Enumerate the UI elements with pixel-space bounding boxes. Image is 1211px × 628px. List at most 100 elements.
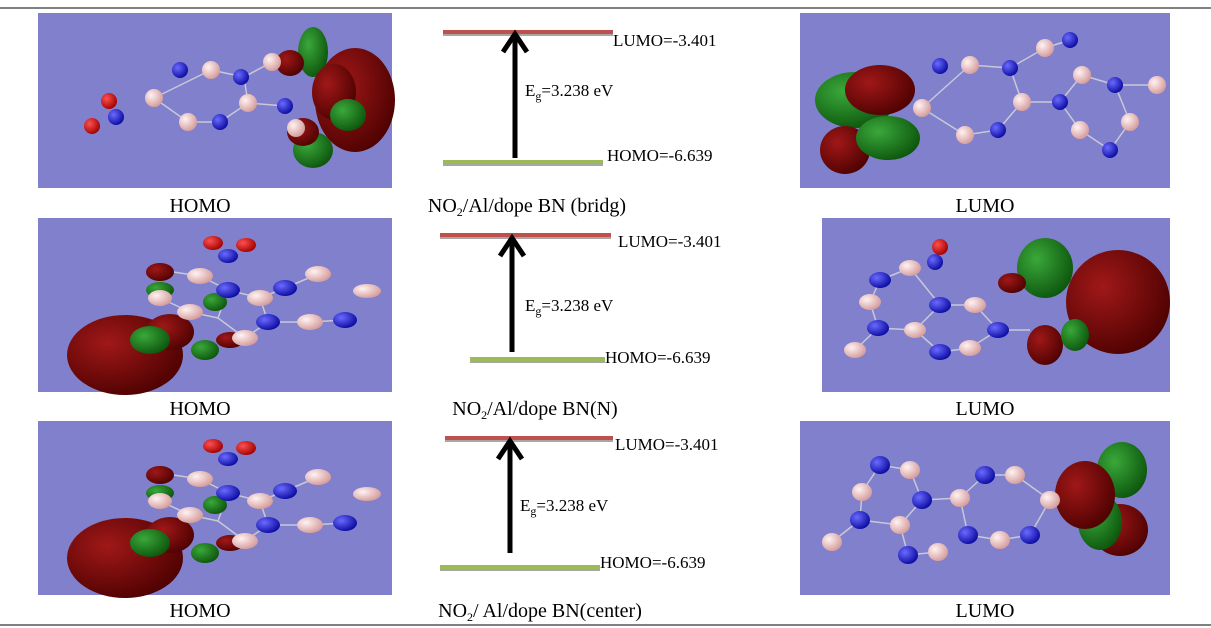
caption-part: / Al/dope BN(center) [473,600,642,622]
caption-part: NO [452,398,481,420]
atom [148,290,172,306]
level-shadow [440,569,600,571]
atom [212,114,228,130]
atom [1013,93,1031,111]
atom [929,344,951,360]
atom [929,297,951,313]
atom [958,526,978,544]
atom [904,322,926,338]
atom [297,314,323,330]
atom [108,109,124,125]
atom [859,294,881,310]
homo-level-line [440,565,600,569]
atom [179,113,197,131]
atom [927,254,943,270]
atom [890,516,910,534]
atom [1148,76,1166,94]
homo-caption: HOMO [169,195,230,217]
system-caption: NO2/Al/dope BN(N) [452,398,617,422]
caption-part: NO [428,195,457,217]
lumo-level-line [440,233,611,237]
atom [353,284,381,298]
lumo-panel [800,421,1170,595]
atom [1107,77,1123,93]
homo-energy: HOMO=-6.639 [600,553,705,572]
atom [844,342,866,358]
gap-symbol: E [520,496,530,515]
atom [899,260,921,276]
atom [912,491,932,509]
atom [975,466,995,484]
atom [239,94,257,112]
lumo-level-line [443,30,613,34]
atom [247,290,273,306]
atom [84,118,100,134]
orbital-lobe [130,326,170,354]
homo-panel [38,218,392,395]
lumo-panel [822,218,1170,392]
atom [959,340,981,356]
atom [870,456,890,474]
energy-diagram: LUMO=-3.401 HOMO=-6.639 Eg=3.238 eV [443,30,717,166]
atom [287,119,305,137]
caption-part: /Al/dope BN(N) [487,398,618,420]
atom [932,58,948,74]
atom [1020,526,1040,544]
atom [177,304,203,320]
energy-diagram: LUMO=-3.401 HOMO=-6.639 Eg=3.238 eV [440,232,722,367]
level-shadow [443,34,613,36]
homo-caption: HOMO [169,398,230,420]
atom [867,320,889,336]
atom [277,98,293,114]
page: Frontier orbitals of NO2/Al/dope BN html… [0,0,1211,628]
atom [203,236,223,250]
gap-value: =3.238 eV [541,81,614,100]
orbital-lobe [1055,461,1115,529]
atom [956,126,974,144]
homo-energy: HOMO=-6.639 [605,348,710,367]
atom [913,99,931,117]
atom [172,62,188,78]
atom [101,93,117,109]
atom [256,314,280,330]
atom [305,266,331,282]
orbital-lobe [1027,325,1063,365]
atom [1102,142,1118,158]
gap-value: =3.238 eV [536,496,609,515]
atom [1002,60,1018,76]
atom [333,312,357,328]
atom [1071,121,1089,139]
atom [273,280,297,296]
atom [900,461,920,479]
atom [218,249,238,263]
energy-gap: Eg=3.238 eV [525,81,614,103]
homo-panel [38,421,392,598]
atom [852,483,872,501]
atom [990,531,1010,549]
atom [232,330,258,346]
orbital-lobe [146,263,174,281]
homo-energy: HOMO=-6.639 [607,146,712,165]
orbital-lobe [856,116,920,160]
level-shadow [445,440,613,442]
atom [1062,32,1078,48]
system-caption: NO2/ Al/dope BN(center) [438,600,642,624]
orbital-lobe [1017,238,1073,298]
atom [1121,113,1139,131]
homo-panel [38,13,395,188]
atom [822,533,842,551]
orbital-lobe [191,340,219,360]
lumo-energy: LUMO=-3.401 [618,232,722,251]
atom [263,53,281,71]
caption-part: /Al/dope BN (bridg) [463,195,626,217]
system-caption: NO2/Al/dope BN (bridg) [428,195,626,219]
atom [236,238,256,252]
atom [202,61,220,79]
lumo-caption: LUMO [956,398,1015,420]
page-body: {"rows": [ {"homo_caption": "HOMO", "lum… [0,0,1211,628]
lumo-panel [800,13,1170,188]
caption-part: NO [438,600,467,622]
atom [987,322,1009,338]
homo-level-line [443,160,603,164]
gap-symbol: E [525,296,535,315]
